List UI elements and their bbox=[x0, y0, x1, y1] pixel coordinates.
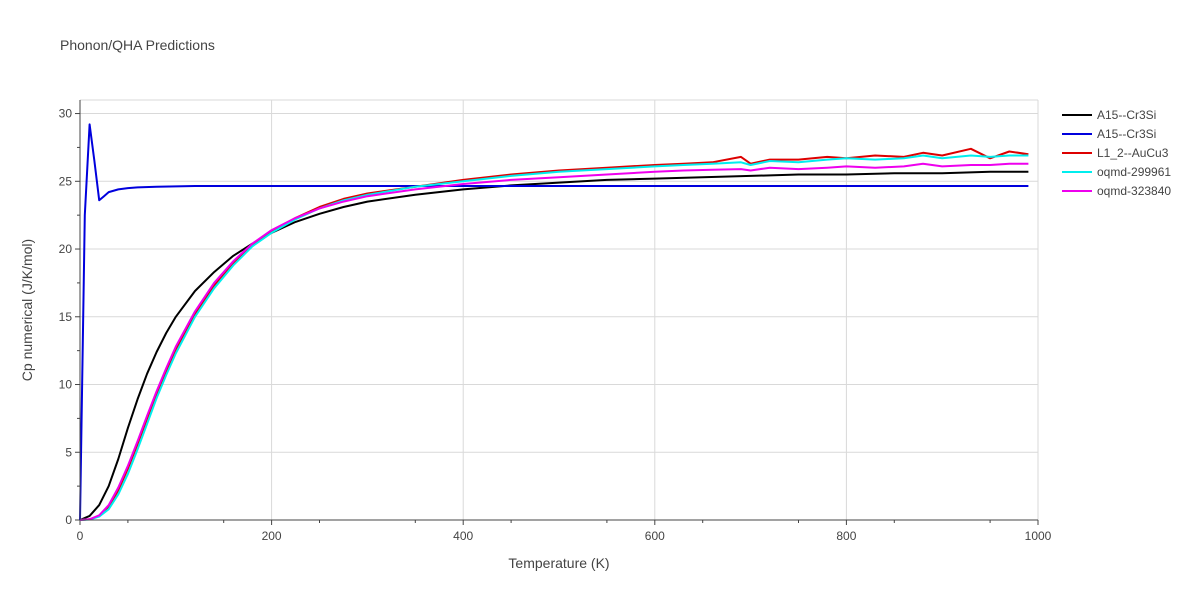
series-line-1 bbox=[79, 123, 1029, 521]
legend-label: oqmd-323840 bbox=[1097, 184, 1171, 198]
y-tick-label: 30 bbox=[59, 107, 73, 121]
series-line-3 bbox=[79, 154, 1029, 521]
legend-item-4[interactable]: oqmd-323840 bbox=[1062, 184, 1171, 198]
chart-title: Phonon/QHA Predictions bbox=[60, 37, 215, 53]
series-line-0 bbox=[79, 170, 1029, 521]
legend-item-0[interactable]: A15--Cr3Si bbox=[1062, 108, 1156, 122]
y-axis-ticks: 0 5 10 15 20 25 30 bbox=[59, 107, 80, 527]
legend-label: A15--Cr3Si bbox=[1097, 108, 1156, 122]
x-tick-label: 1000 bbox=[1025, 529, 1052, 543]
x-tick-label: 400 bbox=[453, 529, 473, 543]
y-tick-label: 0 bbox=[65, 513, 72, 527]
x-tick-label: 600 bbox=[645, 529, 665, 543]
y-tick-label: 20 bbox=[59, 242, 73, 256]
legend-item-2[interactable]: L1_2--AuCu3 bbox=[1062, 146, 1169, 160]
y-tick-label: 10 bbox=[59, 378, 73, 392]
legend[interactable]: A15--Cr3Si A15--Cr3Si L1_2--AuCu3 oqmd-2999… bbox=[1062, 108, 1171, 198]
series-layer bbox=[79, 123, 1029, 521]
y-tick-label: 25 bbox=[59, 174, 73, 188]
legend-label: A15--Cr3Si bbox=[1097, 127, 1156, 141]
x-tick-label: 0 bbox=[77, 529, 84, 543]
series-line-4 bbox=[79, 162, 1029, 521]
x-tick-label: 200 bbox=[262, 529, 282, 543]
x-axis-ticks: 0 200 400 600 800 1000 bbox=[77, 520, 1052, 543]
legend-item-3[interactable]: oqmd-299961 bbox=[1062, 165, 1171, 179]
legend-label: L1_2--AuCu3 bbox=[1097, 146, 1169, 160]
legend-item-1[interactable]: A15--Cr3Si bbox=[1062, 127, 1156, 141]
grid bbox=[80, 99, 1039, 520]
series-line-2 bbox=[79, 147, 1029, 521]
y-tick-label: 5 bbox=[65, 445, 72, 459]
legend-label: oqmd-299961 bbox=[1097, 165, 1171, 179]
y-axis-label: Cp numerical (J/K/mol) bbox=[19, 239, 35, 381]
x-tick-label: 800 bbox=[836, 529, 856, 543]
y-tick-label: 15 bbox=[59, 310, 73, 324]
x-axis-label: Temperature (K) bbox=[508, 555, 609, 571]
